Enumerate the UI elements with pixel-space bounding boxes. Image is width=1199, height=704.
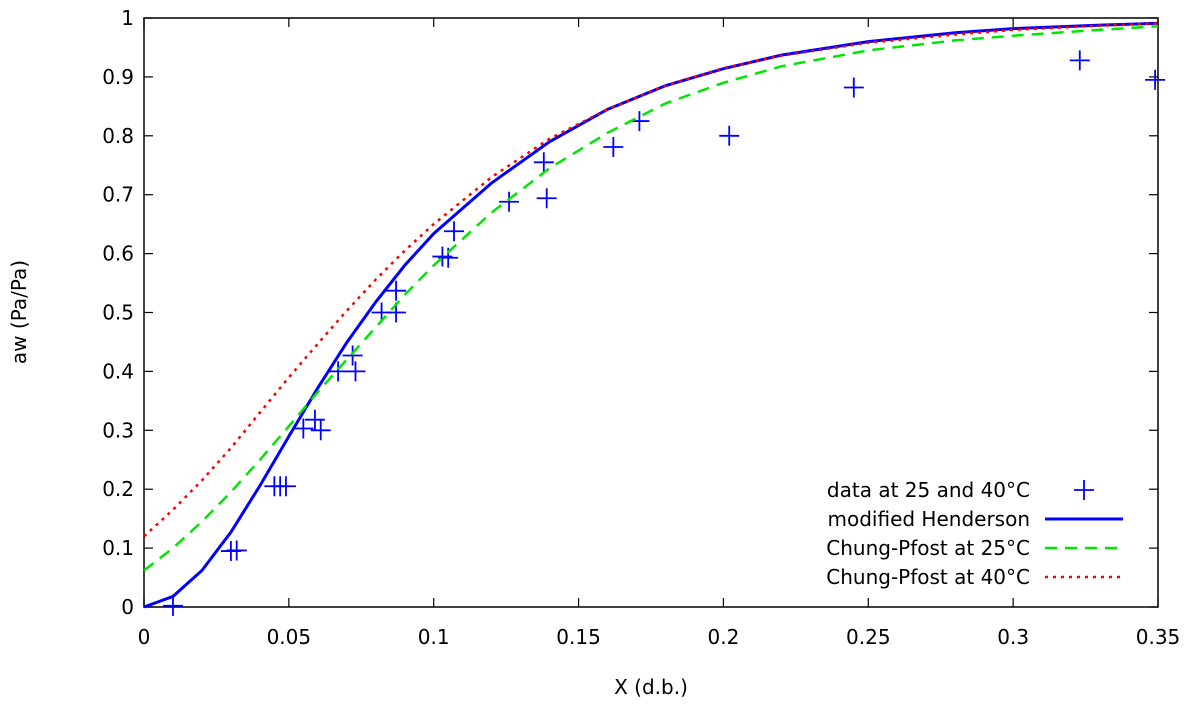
x-tick-label: 0.2 [708, 625, 740, 649]
x-tick-label: 0 [138, 625, 151, 649]
y-tick-label: 0.6 [102, 242, 134, 266]
x-tick-label: 0.3 [997, 625, 1029, 649]
data-point-marker [443, 221, 464, 242]
y-ticks: 0 0.1 0.2 0.3 0.4 0.5 0.6 0.7 0.8 0.9 1 [102, 6, 1158, 619]
data-point-marker [499, 191, 520, 212]
data-point-marker [275, 476, 296, 497]
y-tick-label: 0.9 [102, 65, 134, 89]
data-point-marker [304, 409, 325, 430]
data-point-marker [162, 595, 183, 616]
data-point-marker [533, 152, 554, 173]
data-point-marker [603, 136, 624, 157]
series-line-3 [143, 22, 1159, 538]
data-point-marker [310, 420, 331, 441]
y-tick-label: 0.4 [102, 359, 134, 383]
series-line-1 [143, 21, 1159, 609]
data-point-marker [226, 540, 247, 561]
data-point-marker [386, 280, 407, 301]
x-tick-label: 0.1 [418, 625, 450, 649]
legend-label: data at 25 and 40°C [827, 478, 1030, 502]
y-tick-label: 0.3 [102, 418, 134, 442]
y-tick-label: 0.1 [102, 536, 134, 560]
series-layer [143, 21, 1166, 616]
legend-label: modified Henderson [828, 507, 1031, 531]
y-tick-label: 0.2 [102, 477, 134, 501]
y-tick-label: 0.7 [102, 183, 134, 207]
y-axis-label: aw (Pa/Pa) [7, 260, 31, 364]
data-point-marker [843, 77, 864, 98]
data-point-marker [328, 361, 349, 382]
data-point-marker [536, 188, 557, 209]
data-point-marker [1069, 50, 1090, 71]
series-line-2 [143, 24, 1159, 572]
data-point-marker [719, 125, 740, 146]
y-tick-label: 0 [121, 595, 134, 619]
data-point-marker [342, 345, 363, 366]
y-tick-label: 1 [121, 6, 134, 30]
legend-marker-sample [1074, 480, 1094, 500]
data-point-marker [345, 361, 366, 382]
legend-label: Chung-Pfost at 40°C [826, 565, 1030, 589]
x-tick-label: 0.25 [846, 625, 891, 649]
x-tick-label: 0.35 [1136, 625, 1181, 649]
y-tick-label: 0.5 [102, 301, 134, 325]
x-ticks: 0 0.05 0.1 0.15 0.2 0.25 0.3 0.35 [138, 18, 1181, 649]
x-tick-label: 0.05 [267, 625, 312, 649]
data-point-marker [1145, 69, 1166, 90]
legend-label: Chung-Pfost at 25°C [826, 536, 1030, 560]
x-axis-label: X (d.b.) [614, 675, 688, 699]
data-point-marker [293, 418, 314, 439]
y-tick-label: 0.8 [102, 124, 134, 148]
x-tick-label: 0.15 [556, 625, 601, 649]
legend: data at 25 and 40°C modified Henderson Chu… [826, 478, 1123, 589]
